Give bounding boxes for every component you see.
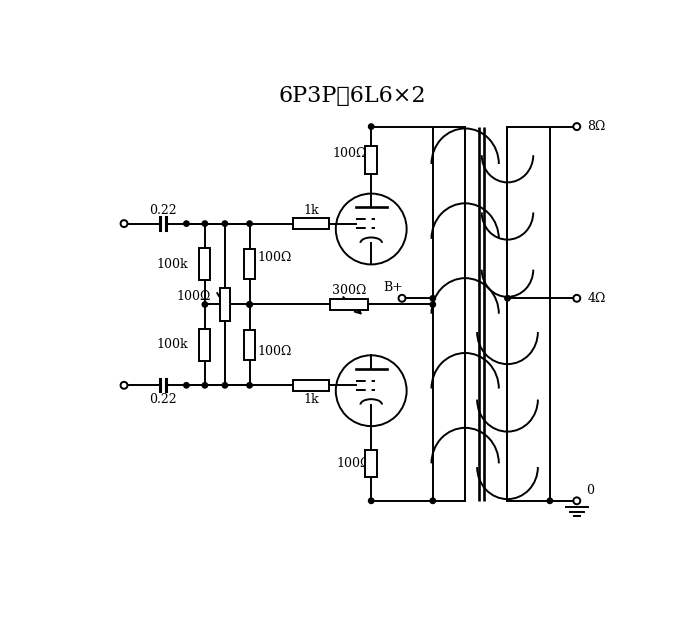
Text: 100k: 100k (156, 258, 188, 271)
Bar (294, 380, 329, 391)
Text: 100Ω: 100Ω (176, 290, 211, 303)
Circle shape (202, 302, 207, 307)
Circle shape (547, 498, 553, 504)
Text: 4Ω: 4Ω (588, 292, 606, 305)
Circle shape (202, 221, 207, 226)
Circle shape (247, 302, 252, 307)
Text: 1k: 1k (303, 392, 319, 406)
Text: 0.22: 0.22 (150, 392, 177, 406)
Text: 100Ω: 100Ω (336, 457, 371, 470)
Circle shape (369, 124, 374, 129)
Text: 8Ω: 8Ω (588, 120, 606, 133)
Text: 0: 0 (586, 484, 594, 496)
Circle shape (184, 221, 189, 226)
Circle shape (369, 498, 374, 504)
Circle shape (505, 296, 510, 301)
Bar (244, 330, 255, 359)
Text: 100k: 100k (156, 338, 188, 351)
Circle shape (184, 382, 189, 388)
Text: 100Ω: 100Ω (257, 344, 291, 357)
Text: 0.22: 0.22 (150, 204, 177, 217)
Circle shape (247, 382, 252, 388)
Circle shape (223, 221, 227, 226)
Text: 100Ω: 100Ω (333, 148, 367, 161)
Text: B+: B+ (383, 281, 402, 294)
Bar (244, 249, 255, 279)
Bar (365, 146, 377, 174)
Circle shape (430, 498, 435, 504)
Bar (200, 248, 210, 280)
Circle shape (430, 302, 435, 307)
Bar (220, 288, 230, 321)
Bar (200, 329, 210, 361)
Text: 1k: 1k (303, 204, 319, 217)
Text: 100Ω: 100Ω (257, 251, 291, 264)
Circle shape (247, 221, 252, 226)
Bar (329, 299, 368, 310)
Circle shape (223, 382, 227, 388)
Text: 6P3P、6L6×2: 6P3P、6L6×2 (279, 85, 426, 107)
Circle shape (430, 296, 435, 301)
Circle shape (202, 382, 207, 388)
Bar (365, 449, 377, 478)
Bar (294, 218, 329, 229)
Circle shape (247, 302, 252, 307)
Text: 300Ω: 300Ω (331, 284, 366, 297)
